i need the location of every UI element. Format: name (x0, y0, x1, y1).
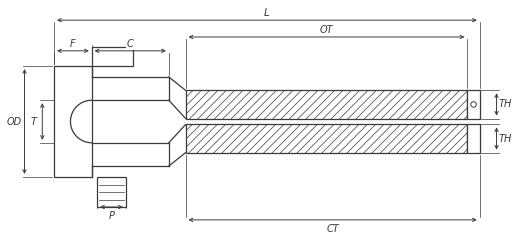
Text: CT: CT (327, 224, 339, 234)
Bar (468, 90, 480, 119)
Bar (185, 90, 468, 119)
Bar (92, 47, 133, 66)
Text: P: P (109, 211, 114, 221)
Text: OT: OT (320, 25, 333, 35)
Bar (468, 124, 480, 153)
Text: T: T (30, 116, 37, 127)
Text: TH: TH (499, 134, 512, 144)
Text: L: L (264, 8, 270, 18)
Bar (97, 177, 126, 207)
Text: OD: OD (7, 116, 22, 127)
Bar (185, 124, 468, 153)
Text: C: C (127, 39, 134, 49)
Bar (54, 66, 92, 177)
Text: F: F (70, 39, 76, 49)
Text: TH: TH (499, 99, 512, 109)
